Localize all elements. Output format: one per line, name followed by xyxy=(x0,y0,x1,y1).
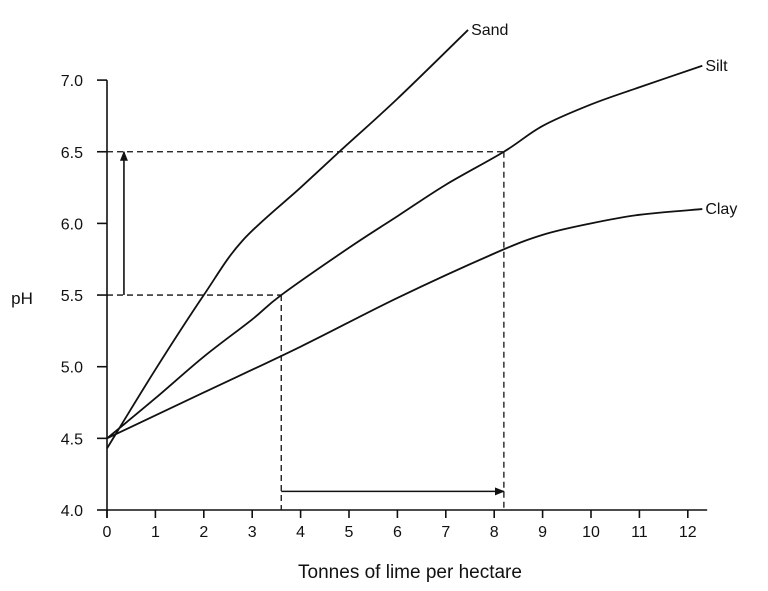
axes xyxy=(106,80,708,518)
x-tick-label: 9 xyxy=(538,524,547,541)
y-axis-label: pH xyxy=(11,289,33,308)
x-tick-label: 8 xyxy=(490,524,499,541)
series-line-silt xyxy=(106,64,703,440)
y-tick-label: 6.5 xyxy=(61,145,83,162)
y-tick-label: 5.5 xyxy=(61,288,83,305)
y-tick-label: 6.0 xyxy=(61,216,83,233)
x-tick-label: 1 xyxy=(151,524,160,541)
series-line-clay xyxy=(106,208,703,440)
y-tick-label: 7.0 xyxy=(61,73,83,90)
y-tick-label: 4.0 xyxy=(61,503,83,520)
series-label-sand: Sand xyxy=(471,22,508,39)
x-tick-label: 3 xyxy=(248,524,257,541)
series-label-silt: Silt xyxy=(705,58,728,75)
ticks: 0 1 2 3 4 5 6 7 8 9 10 11 124.04.55.05.56.06.57.0 xyxy=(61,73,697,541)
x-tick-label: 5 xyxy=(345,524,354,541)
x-axis-label: Tonnes of lime per hectare xyxy=(298,562,522,583)
x-tick-label: 10 xyxy=(582,524,600,541)
series-lines: Sand Silt Clay xyxy=(106,22,737,449)
x-tick-label: 7 xyxy=(441,524,450,541)
x-tick-label: 4 xyxy=(296,524,305,541)
x-tick-label: 0 xyxy=(103,524,112,541)
x-tick-label: 12 xyxy=(679,524,697,541)
x-tick-label: 11 xyxy=(631,524,648,541)
series-label-clay: Clay xyxy=(705,201,737,218)
series-line-sand xyxy=(106,29,469,449)
y-tick-label: 4.5 xyxy=(61,431,83,448)
x-tick-label: 2 xyxy=(199,524,208,541)
y-tick-label: 5.0 xyxy=(61,360,83,377)
x-tick-label: 6 xyxy=(393,524,402,541)
annotations xyxy=(107,150,505,510)
